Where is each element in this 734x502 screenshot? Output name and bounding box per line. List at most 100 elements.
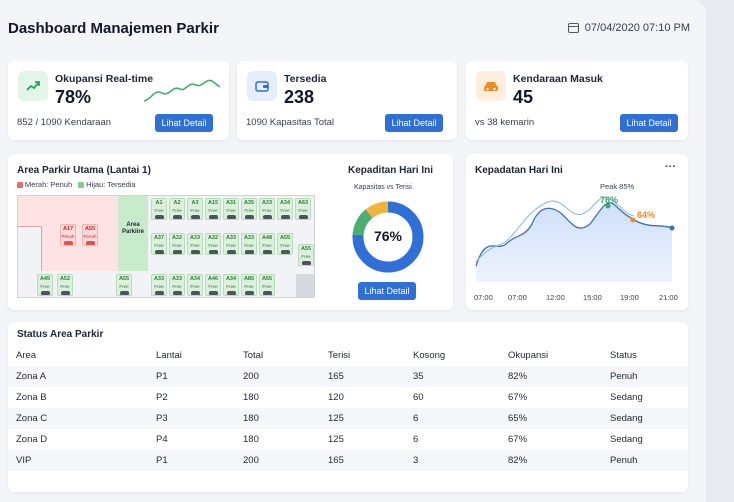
parking-slot[interactable]: A63 Free: [295, 198, 311, 220]
table-cell: 165: [328, 455, 344, 466]
table-cell: Zona C: [16, 413, 48, 424]
car-icon: [208, 291, 218, 295]
car-icon: [244, 291, 254, 295]
table-row[interactable]: Zona D P4 180 125 6 67% Sedang: [8, 429, 688, 450]
car-icon: [154, 291, 164, 295]
map-title: Area Parkir Utama (Lantai 1): [17, 165, 151, 176]
parking-slot[interactable]: A37 Free: [151, 233, 167, 255]
parking-slot[interactable]: A32 Free: [205, 233, 221, 255]
parking-slot[interactable]: A33 Free: [151, 274, 167, 296]
kpi-sub: 852 / 1090 Kendaraan: [17, 117, 112, 128]
point-label-76: 76%: [600, 195, 619, 205]
parking-slot[interactable]: A31 Free: [223, 198, 239, 220]
parking-slot[interactable]: A45 Free: [37, 274, 53, 296]
trend-line: [475, 202, 673, 267]
parking-slot[interactable]: A34 Free: [223, 274, 239, 296]
x-tick-label: 07:00: [474, 293, 493, 302]
table-row[interactable]: Zona A P1 200 165 35 82% Penuh: [8, 366, 688, 387]
donut-detail-button[interactable]: Lihat Detail: [358, 282, 416, 300]
more-menu-icon[interactable]: ···: [665, 161, 676, 173]
kpi-value: 78%: [55, 87, 92, 107]
detail-button[interactable]: Lihat Detail: [155, 114, 213, 132]
parking-slot[interactable]: A85 Free: [241, 274, 257, 296]
parking-slot[interactable]: A17 Penuh: [60, 224, 76, 246]
car-icon: [172, 291, 182, 295]
x-tick-label: 19:00: [620, 293, 639, 302]
detail-button[interactable]: Lihat Detail: [620, 114, 678, 132]
car-icon: [226, 291, 236, 295]
table-cell: 35: [413, 371, 424, 382]
parking-slot[interactable]: A33 Free: [259, 198, 275, 220]
table-row[interactable]: Zona C P3 180 125 6 65% Sedang: [8, 408, 688, 429]
table-cell: 200: [243, 455, 259, 466]
kpi-card-occupancy: Okupansi Real-time 78% 852 / 1090 Kendar…: [8, 61, 229, 140]
table-cell: VIP: [16, 455, 32, 466]
parking-slot[interactable]: A1 Free: [151, 198, 167, 220]
table-row[interactable]: VIP P1 200 165 3 82% Penuh: [8, 450, 688, 471]
car-icon: [262, 291, 272, 295]
table-cell: 6: [413, 434, 419, 445]
table-cell: P1: [156, 371, 168, 382]
table-cell: 82%: [508, 455, 528, 466]
x-tick-label: 21:00: [659, 293, 678, 302]
donut-title: Kepaditan Hari Ini: [348, 165, 434, 176]
column-header: Lantai: [156, 350, 182, 361]
kpi-card-available: Tersedia 238 1090 Kapasitas Total Lihat …: [237, 61, 457, 140]
parking-slot[interactable]: A3 Free: [187, 198, 203, 220]
parking-slot[interactable]: A55 Free: [259, 274, 275, 296]
parking-slot[interactable]: A34 Free: [187, 274, 203, 296]
table-cell: Penuh: [610, 455, 638, 466]
table-cell: Penuh: [610, 371, 638, 382]
table-cell: P1: [156, 455, 168, 466]
table-cell: 6: [413, 413, 419, 424]
column-header: Kosong: [413, 350, 446, 361]
table-title: Status Area Parkir: [17, 329, 104, 340]
parking-slot[interactable]: A35 Free: [241, 198, 257, 220]
parking-slot[interactable]: A52 Free: [57, 274, 73, 296]
car-icon: [63, 241, 73, 245]
detail-button[interactable]: Lihat Detail: [385, 114, 443, 132]
column-header: Okupansi: [508, 350, 549, 361]
table-cell: 82%: [508, 371, 528, 382]
parking-slot[interactable]: A55 Penuh: [82, 224, 98, 246]
parking-slot[interactable]: A2 Free: [169, 198, 185, 220]
car-icon: [154, 250, 164, 254]
parking-slot[interactable]: A15 Free: [205, 198, 221, 220]
parking-slot[interactable]: A55 Free: [298, 244, 314, 266]
parking-slot[interactable]: A32 Free: [169, 233, 185, 255]
column-header: Total: [243, 350, 264, 361]
parking-slot[interactable]: A33 Free: [241, 233, 257, 255]
x-tick-label: 15:00: [583, 293, 602, 302]
car-icon: [119, 291, 129, 295]
car-icon: [154, 215, 164, 219]
x-tick-label: 07:00: [508, 293, 527, 302]
kpi-sub: 1090 Kapasitas Total: [246, 117, 335, 128]
page-title: Dashboard Manajemen Parkir: [8, 20, 219, 37]
car-icon: [476, 71, 506, 101]
parking-slot[interactable]: A34 Free: [277, 198, 293, 220]
table-cell: 180: [243, 434, 259, 445]
parking-slot[interactable]: A46 Free: [205, 274, 221, 296]
trend-chart: [475, 196, 675, 282]
table-cell: P4: [156, 434, 168, 445]
parking-slot[interactable]: A55 Free: [277, 233, 293, 255]
kpi-card-vehicles-in: Kendaraan Masuk 45 vs 38 kemarin Lihat D…: [466, 61, 688, 140]
car-icon: [226, 250, 236, 254]
parking-slot[interactable]: A33 Free: [223, 233, 239, 255]
table-row[interactable]: Zona B P2 180 120 60 67% Sedang: [8, 387, 688, 408]
donut-center-value: 76%: [373, 228, 403, 244]
column-header: Status: [610, 350, 637, 361]
table-cell: 125: [328, 434, 344, 445]
parking-slot[interactable]: A33 Free: [169, 274, 185, 296]
parking-slot[interactable]: A33 Free: [187, 233, 203, 255]
sparkline: [144, 79, 220, 102]
car-icon: [301, 261, 311, 265]
car-icon: [226, 215, 236, 219]
parking-slot[interactable]: A55 Free: [116, 274, 132, 296]
parking-slot[interactable]: A48 Free: [259, 233, 275, 255]
donut-chart: [352, 201, 424, 273]
table-cell: P3: [156, 413, 168, 424]
calendar-icon: [567, 23, 579, 33]
column-header: Area: [16, 350, 37, 361]
kpi-label: Kendaraan Masuk: [513, 73, 603, 85]
